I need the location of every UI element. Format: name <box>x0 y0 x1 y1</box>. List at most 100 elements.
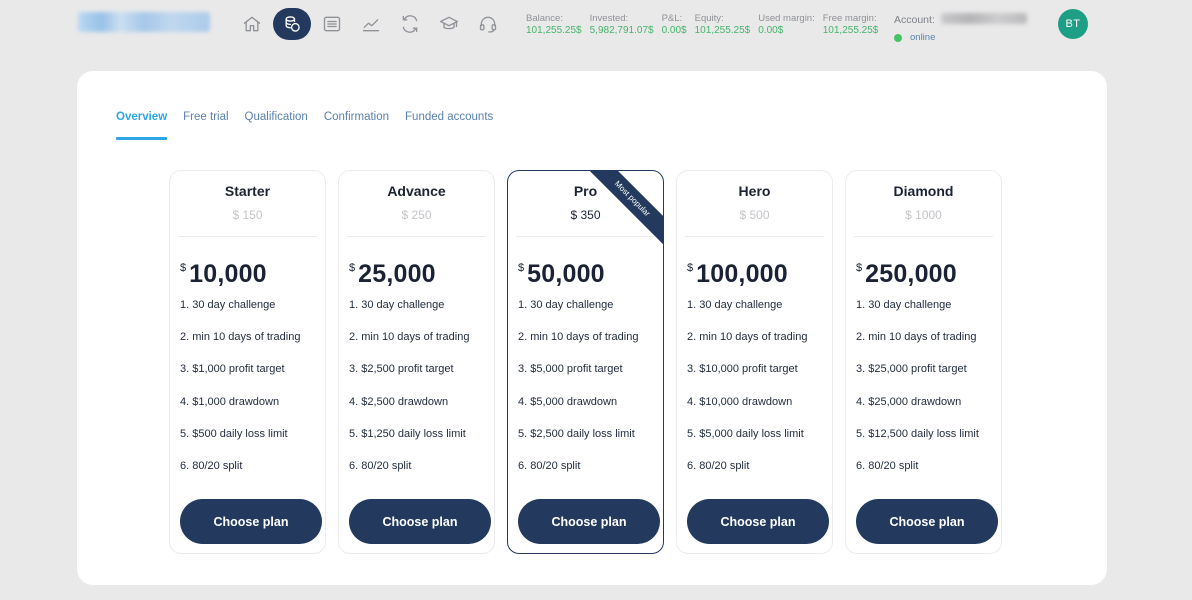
divider <box>178 236 317 237</box>
feature-item: 1. 30 day challenge <box>856 299 952 311</box>
brand-logo[interactable] <box>78 12 210 32</box>
feature-item: 2. min 10 days of trading <box>687 331 808 344</box>
tab-confirmation[interactable]: Confirmation <box>323 111 390 123</box>
feature-item: 4. $2,500 drawdown <box>349 395 449 408</box>
account-size: $ 50,000 <box>518 260 663 288</box>
feature-item: 5. $12,500 daily loss limit <box>856 427 979 440</box>
feature-list: 1. 30 day challenge 2. min 10 days of tr… <box>518 298 663 491</box>
plan-fee: $ 350 <box>570 208 601 222</box>
choose-plan-button[interactable]: Choose plan <box>687 499 829 544</box>
feature-item: 2. min 10 days of trading <box>518 331 639 344</box>
feature-item: 3. $2,500 profit target <box>349 363 454 376</box>
nav-home-button[interactable] <box>234 8 270 40</box>
headset-icon <box>479 16 497 33</box>
account-size: $ 25,000 <box>349 260 494 288</box>
feature-item: 1. 30 day challenge <box>687 299 783 311</box>
tab-qualification[interactable]: Qualification <box>244 111 308 123</box>
feature-item: 2. min 10 days of trading <box>349 331 470 344</box>
feature-item: 3. $5,000 profit target <box>518 363 623 376</box>
choose-plan-button[interactable]: Choose plan <box>856 499 998 544</box>
nav-chart-button[interactable] <box>353 8 389 40</box>
plan-card-diamond: Diamond $ 1000 $ 250,000 1. 30 day chall… <box>845 170 1002 554</box>
tab-free-trial[interactable]: Free trial <box>183 111 229 123</box>
divider <box>516 236 655 237</box>
stat-value: 101,255.25$ <box>694 25 751 36</box>
feature-item: 5. $500 daily loss limit <box>180 427 288 440</box>
main-nav <box>234 8 509 40</box>
refresh-icon <box>402 15 418 33</box>
plan-card-advance: Advance $ 250 $ 25,000 1. 30 day challen… <box>338 170 495 554</box>
feature-item: 5. $1,250 daily loss limit <box>349 427 466 440</box>
stat-label: Used margin: <box>758 13 815 24</box>
stat-label: Free margin: <box>822 13 877 24</box>
account-label: Account: <box>894 14 935 26</box>
feature-item: 2. min 10 days of trading <box>180 331 301 344</box>
account-size: $ 10,000 <box>180 260 325 288</box>
feature-list: 1. 30 day challenge 2. min 10 days of tr… <box>180 298 325 491</box>
plan-name: Pro <box>573 183 598 199</box>
stat-balance: Balance: 101,255.25$ <box>526 13 582 37</box>
feature-item: 4. $1,000 drawdown <box>180 395 280 408</box>
stat-value: 101,255.25$ <box>526 25 582 36</box>
plan-card-starter: Starter $ 150 $ 10,000 1. 30 day challen… <box>169 170 326 554</box>
stat-label: Balance: <box>526 13 563 24</box>
choose-plan-button[interactable]: Choose plan <box>349 499 491 544</box>
account-info[interactable]: Account: online <box>894 10 1028 43</box>
chart-icon <box>362 19 380 32</box>
stat-value: 0.00$ <box>661 25 687 36</box>
main-panel: Overview Free trial Qualification Confir… <box>77 71 1107 585</box>
plans-list: Starter $ 150 $ 10,000 1. 30 day challen… <box>169 170 1014 554</box>
feature-item: 3. $1,000 profit target <box>180 363 285 376</box>
feature-item: 6. 80/20 split <box>518 459 581 472</box>
feature-list: 1. 30 day challenge 2. min 10 days of tr… <box>349 298 494 491</box>
account-size: $ 250,000 <box>856 260 1001 288</box>
currency-symbol: $ <box>349 262 356 274</box>
nav-list-button[interactable] <box>314 8 350 40</box>
account-amount: 50,000 <box>527 260 605 288</box>
nav-coins-button[interactable] <box>273 8 311 40</box>
tab-funded-accounts[interactable]: Funded accounts <box>405 111 494 123</box>
plan-name: Advance <box>387 183 446 199</box>
feature-item: 2. min 10 days of trading <box>856 331 977 344</box>
plan-name: Diamond <box>893 183 954 199</box>
account-amount: 100,000 <box>696 260 788 288</box>
nav-support-button[interactable] <box>470 8 506 40</box>
currency-symbol: $ <box>687 262 694 274</box>
feature-item: 1. 30 day challenge <box>349 299 445 311</box>
avatar[interactable]: BT <box>1058 9 1088 39</box>
feature-item: 6. 80/20 split <box>856 459 919 472</box>
feature-item: 4. $5,000 drawdown <box>518 395 618 408</box>
account-amount: 25,000 <box>358 260 436 288</box>
graduation-cap-icon <box>440 16 458 30</box>
feature-item: 5. $2,500 daily loss limit <box>518 427 635 440</box>
feature-item: 3. $25,000 profit target <box>856 363 967 376</box>
nav-refresh-button[interactable] <box>392 8 428 40</box>
feature-item: 3. $10,000 profit target <box>687 363 798 376</box>
stat-label: P&L: <box>661 13 683 24</box>
stat-equity: Equity: 101,255.25$ <box>695 13 751 37</box>
currency-symbol: $ <box>856 262 863 274</box>
plan-card-hero: Hero $ 500 $ 100,000 1. 30 day challenge… <box>676 170 833 554</box>
plan-fee: $ 1000 <box>905 208 942 222</box>
status-text: online <box>910 32 936 43</box>
coins-icon <box>285 16 300 32</box>
plan-card-pro: Most popular Pro $ 350 $ 50,000 1. 30 da… <box>507 170 664 554</box>
nav-education-button[interactable] <box>431 8 467 40</box>
feature-item: 6. 80/20 split <box>180 459 243 472</box>
stat-label: Invested: <box>589 13 629 24</box>
plan-fee: $ 150 <box>232 208 263 222</box>
feature-item: 1. 30 day challenge <box>518 299 614 311</box>
choose-plan-button[interactable]: Choose plan <box>180 499 322 544</box>
choose-plan-button[interactable]: Choose plan <box>518 499 660 544</box>
stat-invested: Invested: 5,982,791.07$ <box>590 13 654 37</box>
tab-overview[interactable]: Overview <box>116 111 168 140</box>
account-id-redacted <box>941 13 1028 25</box>
top-bar: Balance: 101,255.25$ Invested: 5,982,791… <box>0 0 1192 48</box>
stat-used-margin: Used margin: 0.00$ <box>758 13 815 37</box>
feature-item: 5. $5,000 daily loss limit <box>687 427 804 440</box>
plan-name: Starter <box>224 183 271 199</box>
plan-name: Hero <box>738 183 771 199</box>
stat-free-margin: Free margin: 101,255.25$ <box>823 13 879 37</box>
home-icon <box>243 16 261 32</box>
online-status-dot <box>894 33 902 42</box>
